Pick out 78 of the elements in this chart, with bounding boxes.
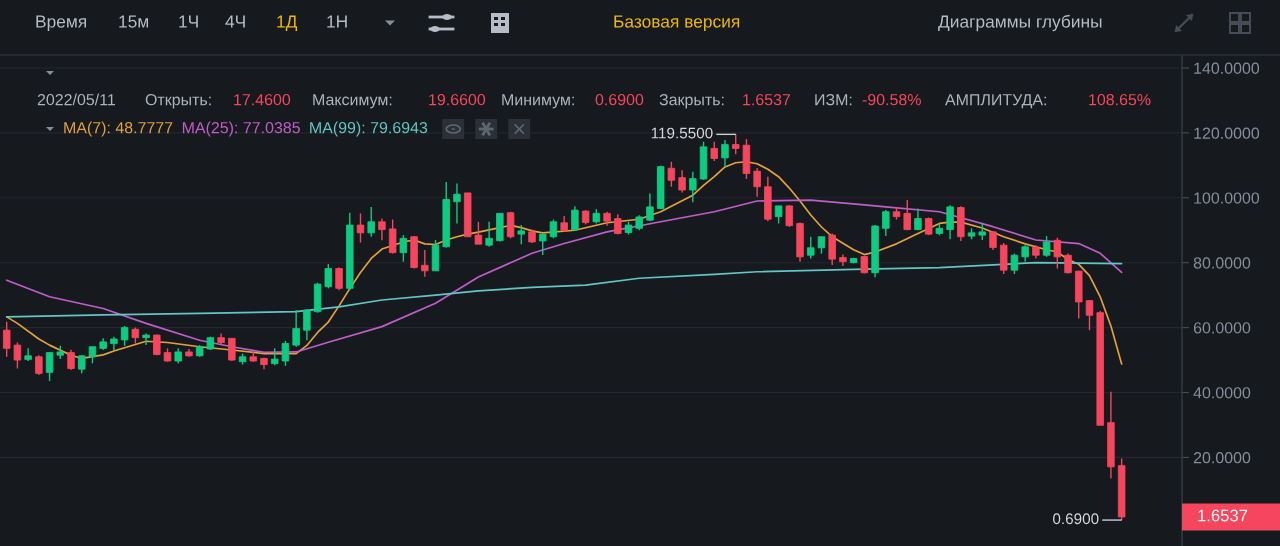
candlestick [571, 205, 579, 232]
candlestick [517, 224, 526, 245]
candlestick [1042, 235, 1051, 258]
annotation: 0.6900 [595, 93, 644, 106]
annotation: 108.65% [1089, 93, 1151, 106]
candlestick [678, 169, 686, 194]
candlestick [421, 249, 429, 278]
annotation: Минимум: [502, 94, 574, 109]
y-tick-label: 120.0000 [1194, 127, 1260, 139]
candlestick [67, 348, 75, 371]
candlestick [710, 140, 718, 162]
candlestick [721, 139, 729, 168]
candlestick [1053, 237, 1062, 270]
line-series [5, 261, 1123, 318]
y-tick-label: 40.0000 [1193, 387, 1251, 399]
line-series [5, 199, 1123, 354]
candlestick [2, 321, 11, 358]
y-tick-label: 20.0000 [1193, 452, 1251, 464]
text: 1Ч [179, 15, 198, 28]
candlestick [946, 204, 954, 241]
candlestick [731, 133, 740, 155]
y-tick-label: 100.0000 [1194, 192, 1260, 204]
annotation: -90.58% [862, 93, 921, 106]
text: Диаграммы глубины [938, 14, 1102, 32]
candlestick [485, 221, 493, 248]
candlestick [356, 212, 365, 244]
candlestick [753, 167, 761, 198]
candlestick [667, 161, 676, 188]
candlestick [785, 204, 794, 228]
annotation: 2022/05/11 [37, 93, 115, 106]
annotation: Максимум: [313, 94, 392, 109]
candlestick [646, 192, 654, 222]
candlestick [538, 233, 547, 256]
candlestick [453, 182, 461, 225]
candlestick [35, 354, 43, 376]
text: 4Ч [225, 15, 245, 28]
candlestick [689, 171, 697, 204]
annotation: 0.6900 [1053, 513, 1099, 525]
annotation: 119.5500 [651, 127, 713, 139]
candlestick [903, 199, 911, 231]
candlestick [378, 217, 386, 241]
annotation: ИЗМ: [815, 93, 852, 106]
candlestick [281, 340, 290, 367]
candlestick [78, 354, 86, 375]
candlestick [807, 236, 815, 260]
text: Базовая версия [614, 15, 740, 32]
y-tick-label: 60.0000 [1193, 322, 1251, 334]
candlestick [303, 308, 311, 341]
annotation: 19.6600 [429, 93, 486, 106]
annotation: АМПЛИТУДА: [945, 94, 1047, 109]
text: 1.6537 [1198, 509, 1248, 522]
text: Время [36, 15, 87, 32]
text: MA(25): 77.0385 [182, 121, 300, 137]
candlestick [142, 332, 150, 346]
annotation: 1.6537 [743, 93, 791, 106]
candlestick [13, 341, 22, 370]
candlestick [882, 209, 890, 237]
candlestick [120, 325, 129, 347]
y-tick-label: 140.0000 [1194, 62, 1260, 74]
text: 1Д [277, 15, 298, 31]
candlestick [292, 309, 300, 348]
candlestick [1085, 299, 1094, 331]
candlestick [388, 218, 397, 255]
text: 1Н [327, 15, 347, 28]
candlestick [1010, 252, 1019, 275]
candlestick [324, 263, 333, 290]
text: MA(7): 48.7777 [64, 121, 173, 137]
text: MA(99): 79.6943 [310, 121, 428, 137]
annotation: 17.4600 [234, 93, 291, 106]
y-tick-label: 80.0000 [1193, 257, 1251, 269]
candlestick [45, 351, 54, 382]
candlestick [474, 221, 483, 245]
annotation: Открыть: [145, 93, 211, 109]
text: 15м [119, 15, 149, 28]
annotation: Закрыть: [659, 93, 724, 109]
candlestick [549, 218, 558, 240]
candlestick [399, 234, 408, 263]
candlestick [367, 206, 375, 238]
